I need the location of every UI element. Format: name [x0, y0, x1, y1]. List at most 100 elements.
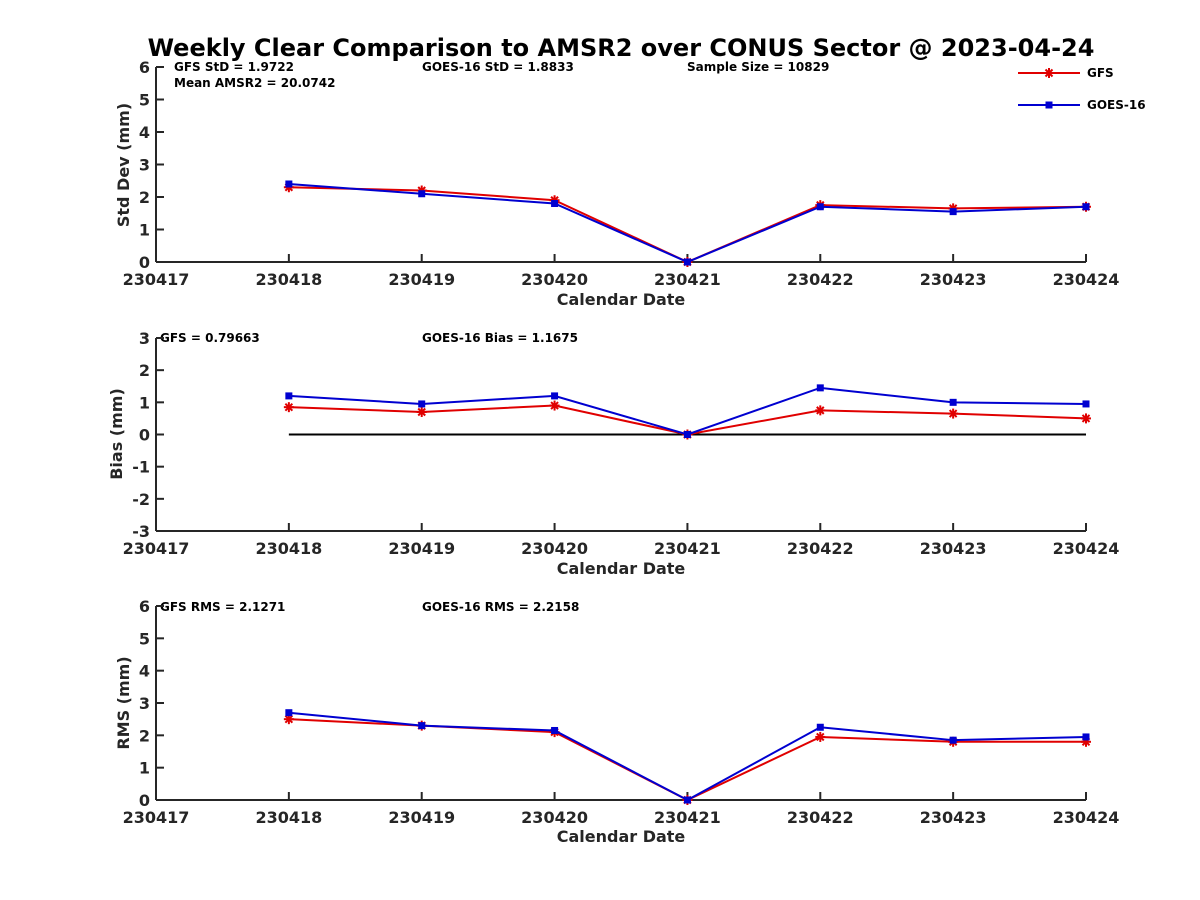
legend-gfs-marker-glyph — [1044, 68, 1054, 78]
bias-x-tick-label: 230418 — [255, 539, 322, 558]
rms-gfs-line — [288, 718, 1086, 802]
rms-y-tick-label: 3 — [139, 694, 150, 713]
bias-x-tick-label: 230420 — [521, 539, 588, 558]
goes16-stddev-annotation: GOES-16 StD = 1.8833 — [422, 60, 574, 74]
bias-panel: 230417 230418 230419 230420 230421 230422 2304… — [107, 329, 1119, 578]
stddev-x-tick-label: 230419 — [388, 270, 455, 289]
bias-y-axis-label: Bias (mm) — [107, 388, 126, 480]
rms-y-tick-label: 0 — [139, 791, 150, 810]
goes16-bias-annotation: GOES-16 Bias = 1.1675 — [422, 331, 578, 345]
rms-goes16-point — [949, 736, 957, 744]
stddev-y-tick-label: 0 — [139, 253, 150, 272]
stddev-goes16-point — [683, 258, 691, 266]
rms-x-tick-label: 230418 — [255, 808, 322, 827]
stddev-y-tick-label: 2 — [139, 188, 150, 207]
rms-goes16-point — [551, 726, 559, 734]
bias-y-tick-label: 2 — [139, 361, 150, 380]
rms-x-axis-label: Calendar Date — [557, 827, 686, 846]
rms-y-axis-label: RMS (mm) — [114, 656, 133, 749]
stddev-y-tick-label: 4 — [139, 123, 150, 142]
rms-y-tick-label: 6 — [139, 597, 150, 616]
bias-goes16-point — [285, 392, 293, 400]
bias-x-axis-label: Calendar Date — [557, 559, 686, 578]
bias-x-tick-label: 230422 — [787, 539, 854, 558]
bias-y-tick-label: -3 — [132, 522, 150, 541]
rms-y-tick-label: 2 — [139, 726, 150, 745]
bias-x-tick-label: 230424 — [1053, 539, 1120, 558]
bias-x-tick-label: 230423 — [920, 539, 987, 558]
legend-goes16-marker — [1045, 101, 1053, 109]
stddev-x-tick-label: 230420 — [521, 270, 588, 289]
bias-goes16-point — [418, 400, 426, 408]
gfs-stddev-annotation: GFS StD = 1.9722 — [174, 60, 294, 74]
bias-gfs-point — [815, 405, 826, 416]
rms-x-tick-label: 230419 — [388, 808, 455, 827]
goes16-rms-annotation: GOES-16 RMS = 2.2158 — [422, 600, 579, 614]
bias-y-tick-label: -2 — [132, 490, 150, 509]
bias-gfs-point — [283, 402, 294, 413]
rms-goes16-point — [683, 796, 691, 804]
bias-x-tick-label: 230421 — [654, 539, 721, 558]
rms-gfs-point — [815, 731, 826, 742]
rms-y-tick-label: 5 — [139, 629, 150, 648]
bias-gfs-point — [1081, 413, 1091, 424]
rms-x-tick-label: 230420 — [521, 808, 588, 827]
rms-panel: 230417 230418 230419 230420 230421 230422 2304… — [114, 597, 1119, 846]
stddev-x-tick-label: 230418 — [255, 270, 322, 289]
rms-x-tick-label: 230422 — [787, 808, 854, 827]
stddev-y-tick-label: 3 — [139, 156, 150, 175]
bias-y-tick-label: -1 — [132, 458, 150, 477]
bias-goes16-point — [1082, 400, 1090, 408]
stddev-x-tick-label: 230423 — [920, 270, 987, 289]
sample-size-annotation: Sample Size = 10829 — [687, 60, 829, 74]
stddev-goes16-point — [816, 203, 824, 211]
stddev-goes16-line — [288, 183, 1087, 264]
stddev-goes16-point — [1082, 203, 1090, 211]
stddev-x-tick-label: 230417 — [123, 270, 190, 289]
legend-goes16-marker-glyph — [1045, 101, 1053, 109]
legend: GFS GOES-16 — [1018, 66, 1146, 112]
rms-x-tick-label: 230417 — [123, 808, 190, 827]
gfs-rms-annotation: GFS RMS = 2.1271 — [160, 600, 285, 614]
bias-y-tick-label: 3 — [139, 329, 150, 348]
stddev-x-tick-label: 230421 — [654, 270, 721, 289]
bias-y-tick-label: 0 — [139, 426, 150, 445]
bias-goes16-point — [683, 431, 691, 438]
stddev-y-tick-label: 6 — [139, 58, 150, 77]
rms-goes16-point — [285, 709, 293, 717]
bias-y-tick-label: 1 — [139, 393, 150, 412]
bias-gfs-point — [549, 400, 560, 411]
stddev-goes16-point — [949, 208, 957, 216]
bias-x-tick-label: 230417 — [123, 539, 190, 558]
stddev-goes16-point — [418, 190, 426, 198]
stddev-y-axis-label: Std Dev (mm) — [114, 103, 133, 227]
bias-tick-labels: 230417 230418 230419 230420 230421 230422 2304… — [123, 329, 1120, 558]
stddev-x-axis-label: Calendar Date — [557, 290, 686, 309]
bias-goes16-point — [816, 384, 824, 392]
stddev-panel: 230417 230418 230419 230420 230421 230422 2304… — [114, 58, 1119, 309]
rms-x-tick-label: 230424 — [1053, 808, 1120, 827]
legend-gfs-marker — [1044, 68, 1054, 78]
bias-gfs-point — [416, 406, 427, 417]
stddev-gfs-line — [288, 186, 1087, 264]
bias-goes16-point — [949, 398, 957, 406]
stddev-y-tick-label: 5 — [139, 91, 150, 110]
figure-title: Weekly Clear Comparison to AMSR2 over CO… — [148, 34, 1095, 62]
gfs-bias-annotation: GFS = 0.79663 — [160, 331, 260, 345]
stddev-x-tick-label: 230424 — [1053, 270, 1120, 289]
bias-gfs-point — [948, 408, 959, 419]
legend-gfs-label: GFS — [1087, 66, 1114, 80]
stddev-tick-labels: 230417 230418 230419 230420 230421 230422 2304… — [123, 58, 1120, 289]
stddev-goes16-point — [285, 180, 293, 188]
rms-goes16-point — [816, 723, 824, 731]
bias-x-tick-label: 230419 — [388, 539, 455, 558]
bias-goes16-point — [551, 392, 559, 400]
mean-amsr2-annotation: Mean AMSR2 = 20.0742 — [174, 76, 335, 90]
stddev-y-tick-label: 1 — [139, 221, 150, 240]
rms-y-tick-label: 4 — [139, 662, 150, 681]
legend-goes16-label: GOES-16 — [1087, 98, 1146, 112]
rms-goes16-point — [418, 722, 426, 730]
rms-x-tick-label: 230421 — [654, 808, 721, 827]
rms-goes16-point — [1082, 733, 1090, 741]
